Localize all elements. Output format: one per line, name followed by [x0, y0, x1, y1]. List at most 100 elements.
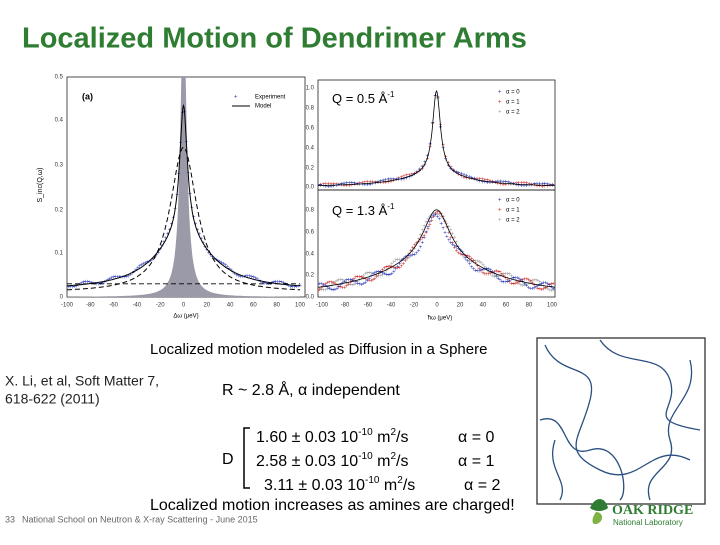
- point: +: [472, 258, 476, 264]
- point: +: [352, 279, 356, 285]
- value-part: 2: [397, 475, 403, 486]
- point: +: [546, 182, 550, 188]
- d-symbol: D: [222, 451, 234, 468]
- point: +: [464, 257, 468, 263]
- point: +: [397, 177, 401, 183]
- point: +: [451, 242, 455, 248]
- point: +: [517, 183, 521, 189]
- point: +: [335, 283, 339, 289]
- point: +: [453, 245, 457, 251]
- point: +: [407, 254, 411, 260]
- point: +: [330, 287, 334, 293]
- point: +: [379, 274, 383, 280]
- point: +: [110, 275, 114, 281]
- point: +: [417, 239, 421, 245]
- value-part: /s: [396, 429, 408, 446]
- point: +: [508, 278, 512, 284]
- point: +: [530, 182, 534, 188]
- point: +: [536, 279, 540, 285]
- point: +: [71, 285, 75, 291]
- point: +: [513, 276, 517, 282]
- point: +: [257, 278, 261, 284]
- point: +: [356, 281, 360, 287]
- point: +: [462, 175, 466, 181]
- x-tick-label: 0: [435, 303, 439, 309]
- point: +: [400, 259, 404, 265]
- point: +: [158, 247, 162, 253]
- point: +: [362, 276, 366, 282]
- point: +: [517, 276, 521, 282]
- point: +: [405, 173, 409, 179]
- point: +: [82, 280, 86, 286]
- point: +: [348, 184, 352, 190]
- point: +: [491, 270, 495, 276]
- reference: X. Li, et al, Soft Matter 7,: [5, 373, 159, 389]
- y-tick-label: 0.0: [306, 295, 315, 301]
- point: +: [507, 182, 511, 188]
- point: +: [138, 264, 142, 270]
- point: +: [157, 250, 161, 256]
- x-tick-label: 60: [503, 303, 510, 309]
- point: +: [508, 272, 512, 278]
- point: +: [231, 270, 235, 276]
- point: +: [481, 262, 485, 268]
- point: +: [364, 280, 368, 286]
- x-tick-label: 20: [203, 303, 210, 309]
- point: +: [386, 267, 390, 273]
- point: +: [242, 274, 246, 280]
- diffusion-value: 1.60 ± 0.03 10-10 m2/s: [256, 427, 408, 447]
- chain: [544, 344, 691, 476]
- point: +: [383, 271, 387, 277]
- point: +: [494, 274, 498, 280]
- point: +: [392, 260, 396, 266]
- point: +: [366, 183, 370, 189]
- point: +: [519, 283, 523, 289]
- x-tick-label: -60: [364, 303, 373, 309]
- point: +: [478, 177, 482, 183]
- point: +: [441, 143, 445, 149]
- point: +: [379, 181, 383, 187]
- point: +: [73, 285, 77, 291]
- point: +: [318, 287, 322, 293]
- point: +: [389, 177, 393, 183]
- point: +: [421, 228, 425, 234]
- logo-leaf: [592, 512, 603, 525]
- y-tick-label: 0: [60, 295, 64, 301]
- point: +: [337, 285, 341, 291]
- point: +: [298, 284, 302, 290]
- point: +: [419, 232, 423, 238]
- point: +: [379, 270, 383, 276]
- point: +: [551, 184, 555, 190]
- point: +: [468, 262, 472, 268]
- point: +: [517, 183, 521, 189]
- point: +: [99, 282, 103, 288]
- y-tick-label: 0.2: [306, 273, 315, 279]
- point: +: [546, 281, 550, 287]
- point: +: [361, 180, 365, 186]
- point: +: [551, 288, 555, 294]
- x-axis-label: ħω (μeV): [428, 316, 452, 322]
- point: +: [409, 253, 413, 259]
- point: +: [514, 183, 518, 189]
- point: +: [386, 273, 390, 279]
- point: +: [328, 286, 332, 292]
- point: +: [460, 253, 464, 259]
- point: +: [485, 272, 489, 278]
- point: +: [324, 288, 328, 294]
- point: +: [280, 280, 284, 286]
- value-part: m: [373, 453, 391, 470]
- x-tick-label: -80: [341, 303, 350, 309]
- point: +: [498, 278, 502, 284]
- point: +: [342, 184, 346, 190]
- legend-entry: α = 1: [506, 100, 520, 106]
- point: +: [354, 280, 358, 286]
- q-label: Q = 1.3 Å-1: [332, 202, 395, 218]
- point: +: [445, 225, 449, 231]
- point: +: [434, 213, 438, 219]
- point: +: [457, 171, 461, 177]
- point: +: [335, 287, 339, 293]
- point: +: [248, 274, 252, 280]
- point: +: [470, 259, 474, 265]
- point: +: [508, 280, 512, 286]
- point: +: [504, 280, 508, 286]
